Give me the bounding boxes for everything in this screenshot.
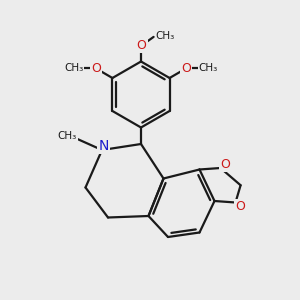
Text: CH₃: CH₃ [58,131,77,141]
Text: N: N [98,139,109,152]
Text: CH₃: CH₃ [199,63,218,74]
Text: O: O [137,39,146,52]
Text: CH₃: CH₃ [64,63,83,74]
Text: O: O [181,62,191,75]
Text: O: O [220,158,230,171]
Text: O: O [91,62,101,75]
Text: CH₃: CH₃ [155,31,175,41]
Text: O: O [235,200,245,213]
